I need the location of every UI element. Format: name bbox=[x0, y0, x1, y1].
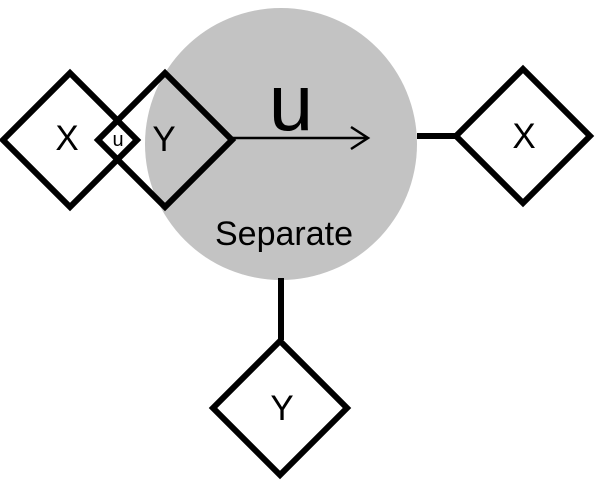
input-x-label: X bbox=[55, 119, 78, 158]
process-arrow-head bbox=[350, 125, 371, 151]
output-x-label: X bbox=[512, 117, 535, 156]
union-label: u bbox=[112, 129, 123, 151]
input-x-diamond bbox=[0, 68, 142, 212]
input-y-label: Y bbox=[152, 120, 175, 159]
process-circle bbox=[145, 8, 417, 280]
output-y-label: Y bbox=[270, 389, 293, 428]
output-x-diamond bbox=[451, 64, 595, 208]
output-y-diamond bbox=[208, 336, 352, 480]
input-y-diamond bbox=[93, 68, 237, 212]
process-name: Separate bbox=[215, 215, 353, 253]
arrow-label: u bbox=[269, 58, 314, 147]
